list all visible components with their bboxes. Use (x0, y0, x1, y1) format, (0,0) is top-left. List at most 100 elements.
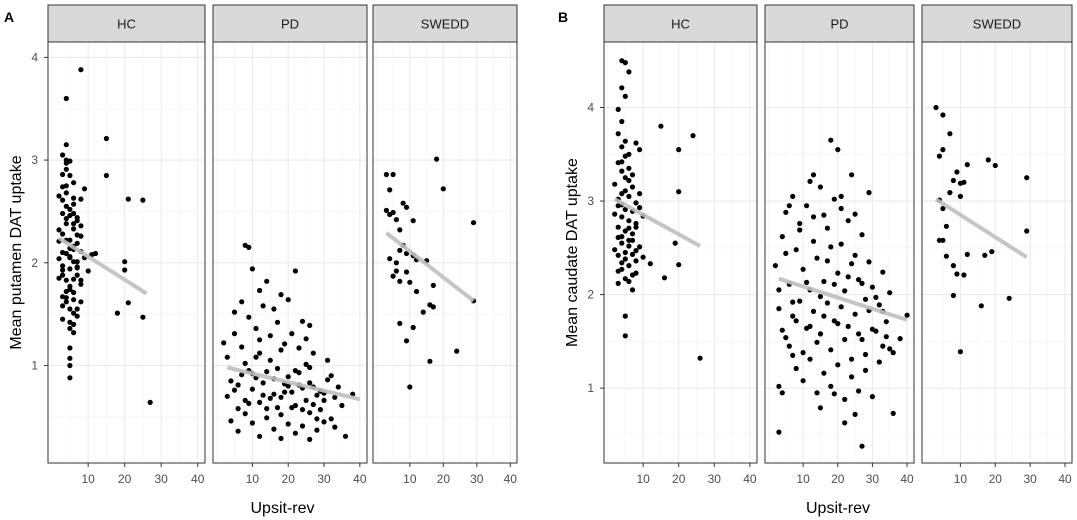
data-point (859, 232, 865, 238)
data-point (71, 210, 77, 217)
data-point (125, 196, 131, 202)
data-point (790, 313, 796, 319)
data-point (454, 348, 460, 354)
data-point (933, 104, 939, 111)
data-point (793, 318, 799, 324)
data-point (633, 258, 639, 264)
data-point (56, 193, 62, 199)
data-point (140, 314, 146, 320)
data-point (637, 147, 643, 153)
data-point (310, 350, 316, 356)
y-tick-label: 4 (31, 50, 38, 64)
data-point (845, 323, 851, 329)
data-point (619, 234, 625, 240)
data-point (67, 237, 73, 243)
data-point (676, 189, 682, 195)
data-point (690, 133, 696, 139)
data-point (74, 240, 80, 246)
data-point (67, 266, 73, 272)
data-point (231, 331, 238, 337)
data-point (793, 247, 799, 253)
x-axis-title: Upsit-rev (250, 500, 314, 517)
y-tick-label: 4 (587, 100, 594, 114)
data-point (60, 267, 66, 273)
data-point (63, 157, 69, 163)
data-point (950, 263, 957, 269)
data-point (67, 206, 73, 212)
data-point (619, 144, 625, 150)
data-point (71, 289, 77, 296)
data-point (852, 311, 858, 317)
data-point (387, 187, 393, 193)
data-point (292, 268, 298, 274)
data-point (626, 243, 632, 249)
data-point (810, 172, 817, 178)
x-tick-label: 20 (672, 472, 686, 486)
data-point (430, 304, 436, 310)
data-point (299, 318, 306, 324)
data-point (779, 234, 785, 240)
data-point (940, 205, 946, 212)
facet-label: PD (281, 17, 299, 32)
data-point (961, 272, 967, 278)
data-point (246, 314, 252, 320)
data-point (950, 292, 957, 299)
data-point (278, 435, 284, 441)
x-tick-label: 30 (317, 472, 331, 486)
data-point (114, 310, 120, 316)
data-point (393, 268, 399, 274)
data-point (842, 288, 848, 294)
data-point (63, 190, 69, 196)
data-point (71, 310, 77, 316)
data-point (790, 299, 796, 305)
data-point (410, 218, 416, 224)
data-point (74, 232, 80, 238)
x-tick-label: 20 (989, 472, 1003, 486)
data-point (676, 262, 682, 268)
trend-line (226, 365, 361, 402)
data-point (797, 298, 803, 304)
data-point (797, 227, 803, 233)
data-point (239, 372, 245, 378)
data-point (615, 131, 621, 137)
data-point (619, 168, 625, 174)
panel-background (213, 42, 367, 463)
data-point (78, 299, 84, 305)
x-tick-label: 20 (282, 472, 296, 486)
data-point (74, 272, 80, 278)
data-point (897, 336, 903, 342)
data-point (407, 279, 413, 285)
data-point (629, 251, 636, 257)
data-point (842, 336, 848, 343)
data-point (989, 249, 995, 255)
data-point (629, 231, 636, 237)
data-point (278, 412, 284, 418)
data-point (862, 351, 869, 358)
panel-background (373, 42, 517, 463)
data-point (985, 157, 991, 163)
data-point (264, 415, 270, 421)
data-point (814, 339, 820, 345)
y-tick-label: 3 (587, 194, 594, 208)
data-point (814, 255, 820, 261)
data-point (647, 261, 653, 267)
data-point (626, 193, 632, 199)
data-point (224, 354, 230, 360)
data-point (282, 389, 288, 395)
data-point (249, 420, 255, 426)
x-tick-label: 10 (954, 472, 968, 486)
data-point (817, 293, 824, 300)
data-point (242, 360, 248, 366)
data-point (60, 171, 66, 178)
data-point (633, 224, 639, 230)
data-point (249, 266, 255, 272)
data-point (122, 267, 128, 273)
facet-label: SWEDD (421, 17, 469, 32)
data-point (880, 343, 886, 349)
data-point (783, 250, 789, 256)
data-point (74, 265, 80, 271)
data-point (299, 407, 306, 413)
data-point (626, 263, 632, 269)
data-point (328, 416, 334, 422)
